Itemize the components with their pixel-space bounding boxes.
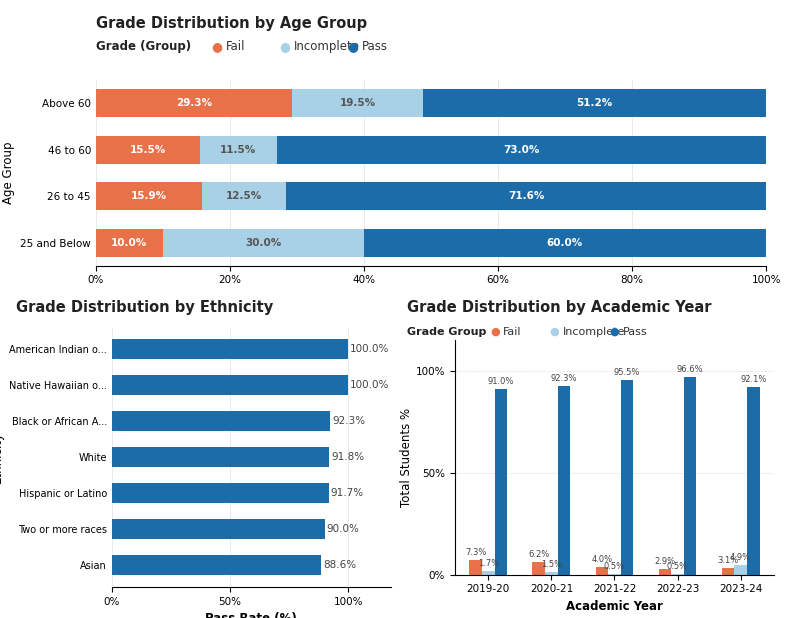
Text: 11.5%: 11.5% (220, 145, 256, 154)
Bar (96, 135, 200, 164)
Text: Incomplete: Incomplete (294, 40, 360, 53)
Bar (747, 387, 760, 575)
Text: 73.0%: 73.0% (504, 145, 539, 154)
Text: 7.3%: 7.3% (465, 548, 486, 557)
Text: Pass: Pass (361, 40, 388, 53)
Bar (558, 386, 571, 575)
Text: ●: ● (211, 40, 223, 53)
X-axis label: Pass Rate (%): Pass Rate (%) (206, 612, 297, 618)
Bar (112, 375, 349, 395)
Text: 100.0%: 100.0% (350, 344, 389, 354)
Bar (112, 412, 330, 431)
Text: 4.0%: 4.0% (591, 554, 612, 564)
Text: 91.8%: 91.8% (331, 452, 364, 462)
Bar (112, 483, 329, 503)
Bar (671, 574, 684, 575)
Text: 1.7%: 1.7% (478, 559, 499, 568)
Text: 2.9%: 2.9% (654, 557, 675, 565)
Bar (684, 378, 697, 575)
Text: Pass: Pass (622, 327, 647, 337)
Text: 29.3%: 29.3% (176, 98, 212, 108)
Bar (292, 89, 423, 117)
Bar (595, 567, 608, 575)
Bar (200, 135, 277, 164)
Text: 4.9%: 4.9% (730, 552, 751, 562)
Bar (203, 182, 286, 211)
Bar (96, 182, 203, 211)
Text: 90.0%: 90.0% (326, 524, 360, 535)
Text: 96.6%: 96.6% (677, 365, 704, 375)
Text: 88.6%: 88.6% (323, 561, 357, 570)
Bar (423, 89, 766, 117)
Text: 60.0%: 60.0% (547, 239, 583, 248)
Text: ●: ● (550, 327, 559, 337)
Bar (96, 229, 163, 257)
Bar (495, 389, 508, 575)
Bar (734, 565, 747, 575)
Text: 92.1%: 92.1% (740, 375, 766, 384)
Text: 51.2%: 51.2% (576, 98, 613, 108)
Bar (621, 379, 634, 575)
Text: ●: ● (490, 327, 500, 337)
X-axis label: Academic Year: Academic Year (566, 600, 663, 613)
Bar (545, 572, 558, 575)
Text: 15.9%: 15.9% (131, 192, 167, 201)
Y-axis label: Total Students %: Total Students % (400, 408, 413, 507)
Text: 12.5%: 12.5% (226, 192, 263, 201)
Text: 91.7%: 91.7% (330, 488, 364, 498)
Bar (469, 560, 482, 575)
Bar (112, 447, 329, 467)
Bar (96, 89, 292, 117)
Text: Fail: Fail (503, 327, 521, 337)
Bar (482, 571, 495, 575)
Text: Incomplete: Incomplete (563, 327, 625, 337)
Bar (286, 182, 766, 211)
Text: Grade Distribution by Academic Year: Grade Distribution by Academic Year (407, 300, 712, 315)
Y-axis label: Ethnicity: Ethnicity (0, 431, 3, 483)
Text: Grade Group: Grade Group (407, 327, 486, 337)
Text: 10.0%: 10.0% (111, 239, 148, 248)
Text: ●: ● (347, 40, 358, 53)
Text: Fail: Fail (226, 40, 245, 53)
Text: 71.6%: 71.6% (508, 192, 544, 201)
Bar (112, 556, 322, 575)
Text: Grade Distribution by Ethnicity: Grade Distribution by Ethnicity (16, 300, 273, 315)
Text: 30.0%: 30.0% (245, 239, 282, 248)
Bar (721, 569, 734, 575)
Bar (112, 339, 349, 359)
Bar (532, 562, 545, 575)
Text: 92.3%: 92.3% (332, 417, 365, 426)
Text: ●: ● (279, 40, 290, 53)
Bar (163, 229, 364, 257)
Text: 3.1%: 3.1% (717, 556, 739, 565)
Text: 92.3%: 92.3% (551, 374, 577, 383)
Text: 15.5%: 15.5% (129, 145, 166, 154)
Text: 0.5%: 0.5% (667, 562, 688, 570)
Text: ●: ● (610, 327, 619, 337)
Text: 6.2%: 6.2% (528, 550, 549, 559)
Text: Grade (Group): Grade (Group) (96, 40, 191, 53)
Text: 95.5%: 95.5% (614, 368, 640, 376)
Text: 19.5%: 19.5% (339, 98, 376, 108)
Text: 1.5%: 1.5% (541, 560, 562, 569)
Y-axis label: Age Group: Age Group (2, 142, 14, 205)
Bar (608, 574, 621, 575)
Text: Grade Distribution by Age Group: Grade Distribution by Age Group (96, 16, 367, 31)
Text: 100.0%: 100.0% (350, 380, 389, 391)
Bar (364, 229, 766, 257)
Bar (658, 569, 671, 575)
Bar (112, 520, 325, 540)
Bar (277, 135, 766, 164)
Text: 0.5%: 0.5% (604, 562, 625, 570)
Text: 91.0%: 91.0% (488, 377, 514, 386)
